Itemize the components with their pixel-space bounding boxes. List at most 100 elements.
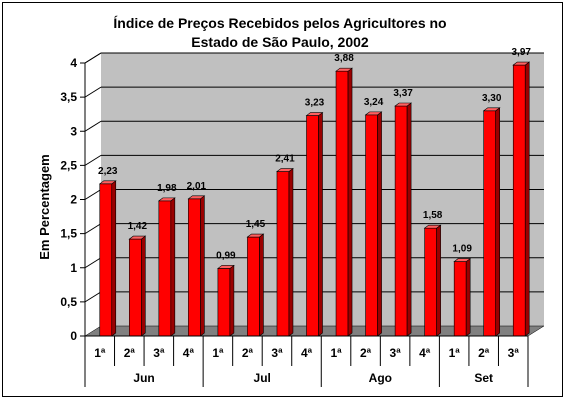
bar-side <box>200 195 205 337</box>
gridline-diagonal <box>84 189 102 200</box>
bar-top <box>364 111 383 116</box>
data-label: 1,98 <box>157 183 177 194</box>
bar <box>305 111 324 337</box>
bar-side <box>111 180 117 337</box>
bar-side <box>495 107 501 337</box>
bar-side <box>524 61 530 337</box>
data-label: 1,42 <box>128 221 148 232</box>
bar <box>423 224 442 337</box>
bar <box>276 167 294 337</box>
bar-side <box>318 111 323 337</box>
x-axis-categories: 1ª 2ª 3ª 4ª Jun 1ª 2ª 3ª 4ª Jul 1ª 2ª 3ª 4ª Ago 1ª 2ª 3ª S… <box>84 335 529 387</box>
data-label: 1,58 <box>423 210 443 221</box>
y-tick-label: 2 <box>70 193 77 207</box>
y-tick-label: 2,5 <box>60 158 77 172</box>
bar-front <box>129 238 142 337</box>
bar <box>157 197 176 337</box>
data-label: 3,97 <box>511 47 531 58</box>
x-tick-label: 4ª <box>183 346 195 360</box>
bar-chart: Índice de Preços Recebidos pelos Agricul… <box>37 15 545 387</box>
bar-front <box>247 236 260 337</box>
bar-top <box>512 61 531 66</box>
x-tick-label: 4ª <box>419 346 431 360</box>
data-label: 2,41 <box>275 154 295 165</box>
bar-side <box>170 197 176 337</box>
bar-top <box>335 67 353 72</box>
x-tick-label: 3ª <box>508 346 520 360</box>
axes: 0 0,5 1 1,5 2 2,5 3 3,5 4 <box>60 52 102 343</box>
data-label: 3,88 <box>334 53 354 64</box>
data-label: 1,09 <box>452 244 472 255</box>
bar-side <box>141 235 146 337</box>
y-axis-label: Em Percentagem <box>37 154 52 260</box>
bar-front <box>276 171 290 337</box>
x-tick-label: 1ª <box>330 346 342 360</box>
bar-top <box>246 233 265 238</box>
bar-top <box>482 107 501 112</box>
y-axis-top-edge <box>84 52 102 64</box>
x-tick-label: 3ª <box>271 346 283 360</box>
bar-front <box>453 261 467 337</box>
bar-front <box>335 70 349 337</box>
data-label: 2,01 <box>187 181 207 192</box>
data-label: 3,24 <box>364 97 384 108</box>
bar <box>364 111 383 337</box>
gridline-diagonal <box>84 223 102 235</box>
bar-top <box>305 112 324 116</box>
bar-top <box>128 235 147 240</box>
bar-front <box>188 198 201 337</box>
bar-top <box>423 224 442 229</box>
y-tick-label: 3 <box>70 124 77 138</box>
bar-front <box>158 200 172 337</box>
bar-top <box>98 180 117 185</box>
x-tick-label: 3ª <box>390 346 402 360</box>
bar-front <box>394 105 408 337</box>
bar-top <box>276 168 294 172</box>
bar-front <box>512 64 526 337</box>
bar-front <box>365 114 378 337</box>
bar-side <box>288 167 294 337</box>
chart-title: Índice de Preços Recebidos pelos Agricul… <box>113 15 446 50</box>
x-tick-label: 2ª <box>124 346 136 360</box>
x-tick-label: 4ª <box>301 346 313 360</box>
x-group-label: Set <box>474 371 493 385</box>
x-tick-label: 2ª <box>360 346 372 360</box>
y-tick-label: 4 <box>70 56 77 70</box>
bar-side <box>436 224 441 337</box>
bar <box>335 67 353 337</box>
gridline-diagonal <box>84 86 102 98</box>
x-tick-label: 3ª <box>153 346 165 360</box>
bar <box>128 235 147 337</box>
bar-side <box>377 111 382 337</box>
bar-front <box>483 110 497 337</box>
bar-side <box>259 233 264 337</box>
chart-title-line-2: Estado de São Paulo, 2002 <box>191 34 369 50</box>
bar-top <box>187 195 206 200</box>
bar <box>512 61 531 337</box>
data-label: 1,45 <box>246 219 266 230</box>
y-tick-label: 1,5 <box>60 227 77 241</box>
bar <box>394 102 413 337</box>
bar-front <box>217 268 231 337</box>
x-tick-label: 1ª <box>94 346 106 360</box>
bar-side <box>347 67 353 337</box>
bars <box>98 61 531 337</box>
x-tick-label: 2ª <box>242 346 254 360</box>
gridline-diagonal <box>84 291 102 303</box>
x-group-label: Jun <box>133 371 154 385</box>
bar-top <box>453 258 472 262</box>
bar <box>246 233 265 337</box>
gridline-diagonal <box>84 257 102 269</box>
y-tick-label: 0 <box>70 329 77 343</box>
bar <box>482 107 501 337</box>
bar-front <box>99 183 113 337</box>
data-label: 0,99 <box>216 250 236 261</box>
bar-front <box>424 227 437 337</box>
bar-top <box>157 197 176 202</box>
bar-top <box>394 102 413 107</box>
bar <box>98 180 117 337</box>
x-tick-label: 2ª <box>478 346 490 360</box>
bar-side <box>465 258 471 337</box>
x-group-label: Jul <box>254 371 271 385</box>
bar-front <box>306 115 319 337</box>
